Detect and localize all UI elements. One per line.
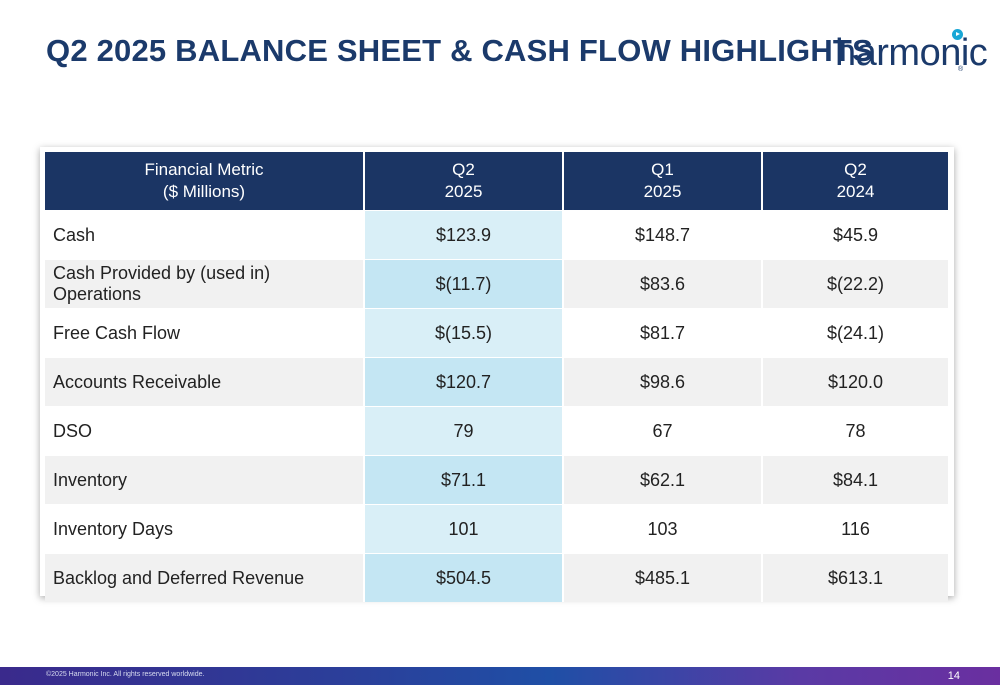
header-line1: Q2 bbox=[844, 160, 867, 179]
table-row: Accounts Receivable $120.7 $98.6 $120.0 bbox=[45, 357, 948, 407]
header-line1: Q2 bbox=[452, 160, 475, 179]
value-q2-2025: $120.7 bbox=[364, 357, 564, 407]
footer-bar bbox=[0, 667, 1000, 685]
value-q1-2025: $83.6 bbox=[563, 259, 763, 309]
value-q2-2024: $120.0 bbox=[762, 357, 948, 407]
metric-label: Inventory bbox=[45, 455, 365, 505]
metric-label: Cash Provided by (used in) Operations bbox=[45, 259, 365, 309]
table-header-row: Financial Metric ($ Millions) Q2 2025 Q1… bbox=[45, 152, 948, 211]
value-q2-2025: $123.9 bbox=[364, 210, 564, 260]
value-q1-2025: 103 bbox=[563, 504, 763, 554]
financial-table-container: Financial Metric ($ Millions) Q2 2025 Q1… bbox=[40, 147, 954, 602]
logo-wordmark: harmonic bbox=[835, 32, 988, 74]
table-row: Cash $123.9 $148.7 $45.9 bbox=[45, 210, 948, 260]
harmonic-logo: harmonic ® bbox=[835, 26, 988, 82]
table-row: DSO 79 67 78 bbox=[45, 406, 948, 456]
metric-label: Accounts Receivable bbox=[45, 357, 365, 407]
page-number: 14 bbox=[947, 670, 960, 682]
table-row: Backlog and Deferred Revenue $504.5 $485… bbox=[45, 553, 948, 602]
value-q2-2024: $45.9 bbox=[762, 210, 948, 260]
header-metric: Financial Metric ($ Millions) bbox=[45, 152, 365, 211]
table-row: Cash Provided by (used in) Operations $(… bbox=[45, 259, 948, 309]
value-q1-2025: $148.7 bbox=[563, 210, 763, 260]
value-q2-2024: 78 bbox=[762, 406, 948, 456]
value-q1-2025: $81.7 bbox=[563, 308, 763, 358]
value-q2-2024: $(24.1) bbox=[762, 308, 948, 358]
play-icon bbox=[952, 29, 963, 40]
header-q2-2024: Q2 2024 bbox=[762, 152, 948, 211]
value-q2-2025: $(11.7) bbox=[364, 259, 564, 309]
metric-label: Backlog and Deferred Revenue bbox=[45, 553, 365, 602]
value-q2-2025: $504.5 bbox=[364, 553, 564, 602]
value-q1-2025: $485.1 bbox=[563, 553, 763, 602]
value-q2-2024: 116 bbox=[762, 504, 948, 554]
value-q1-2025: $62.1 bbox=[563, 455, 763, 505]
slide-title: Q2 2025 BALANCE SHEET & CASH FLOW HIGHLI… bbox=[46, 33, 873, 68]
header-line2: 2025 bbox=[444, 182, 483, 201]
metric-label: Inventory Days bbox=[45, 504, 365, 554]
copyright-text: ©2025 Harmonic Inc. All rights reserved … bbox=[46, 671, 205, 678]
header-line2: ($ Millions) bbox=[162, 182, 246, 201]
value-q2-2024: $(22.2) bbox=[762, 259, 948, 309]
metric-label: DSO bbox=[45, 406, 365, 456]
table-row: Free Cash Flow $(15.5) $81.7 $(24.1) bbox=[45, 308, 948, 358]
header-line2: 2025 bbox=[643, 182, 682, 201]
header-line1: Q1 bbox=[651, 160, 674, 179]
value-q2-2025: $71.1 bbox=[364, 455, 564, 505]
value-q2-2025: 101 bbox=[364, 504, 564, 554]
header-line2: 2024 bbox=[836, 182, 875, 201]
header-q1-2025: Q1 2025 bbox=[563, 152, 763, 211]
table-row: Inventory $71.1 $62.1 $84.1 bbox=[45, 455, 948, 505]
header-q2-2025: Q2 2025 bbox=[364, 152, 564, 211]
registered-mark: ® bbox=[958, 66, 964, 73]
value-q2-2024: $613.1 bbox=[762, 553, 948, 602]
value-q2-2025: $(15.5) bbox=[364, 308, 564, 358]
financial-metrics-table: Financial Metric ($ Millions) Q2 2025 Q1… bbox=[45, 152, 948, 602]
metric-label: Free Cash Flow bbox=[45, 308, 365, 358]
value-q2-2024: $84.1 bbox=[762, 455, 948, 505]
value-q2-2025: 79 bbox=[364, 406, 564, 456]
metric-label: Cash bbox=[45, 210, 365, 260]
header-line1: Financial Metric bbox=[144, 160, 264, 179]
value-q1-2025: 67 bbox=[563, 406, 763, 456]
value-q1-2025: $98.6 bbox=[563, 357, 763, 407]
table-row: Inventory Days 101 103 116 bbox=[45, 504, 948, 554]
